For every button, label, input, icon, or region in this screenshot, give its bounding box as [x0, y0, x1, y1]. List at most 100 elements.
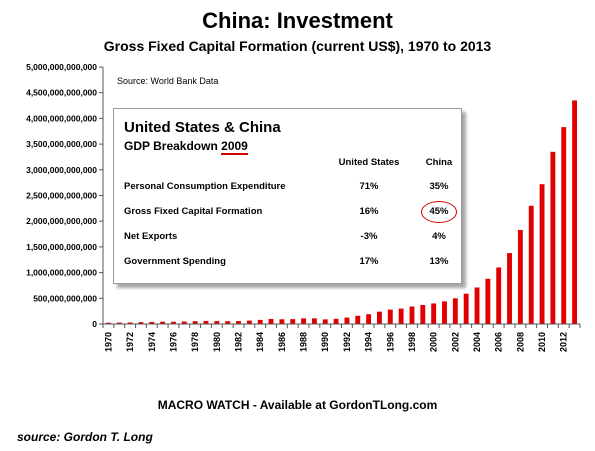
bar [561, 127, 567, 324]
x-tick-label: 1974 [147, 332, 157, 352]
source-note: Source: World Bank Data [117, 76, 219, 86]
bar [301, 318, 306, 324]
us-value: 17% [359, 256, 379, 267]
china-value: 35% [429, 181, 449, 192]
x-tick-label: 1978 [190, 332, 200, 352]
y-tick-label: 4,500,000,000,000 [26, 88, 97, 98]
x-tick-label: 2004 [472, 332, 482, 352]
bar [246, 320, 252, 324]
x-tick-label: 2010 [537, 332, 547, 352]
bar [138, 322, 144, 324]
bar [225, 321, 231, 324]
x-tick-label: 1988 [299, 332, 309, 352]
column-header-china: China [425, 157, 453, 168]
bar [181, 321, 187, 324]
bar [160, 321, 166, 324]
bar [528, 205, 534, 324]
table-title: United States & China [124, 119, 281, 136]
table-subtitle: GDP Breakdown 2009 [124, 139, 248, 155]
bar-series [105, 100, 578, 324]
chart-subtitle: Gross Fixed Capital Formation (current U… [103, 38, 492, 54]
y-tick-label: 3,000,000,000,000 [26, 165, 97, 175]
bar [127, 322, 133, 324]
bar [496, 267, 502, 324]
table-subtitle-year: 2009 [221, 139, 248, 155]
x-axis: 1970 1972 1974 1976 1978 1980 1982 1984 1986 1988… [102, 323, 581, 352]
row-label: Government Spending [124, 256, 226, 267]
x-tick-label: 2006 [494, 332, 504, 352]
bar [398, 308, 404, 324]
bar [431, 303, 437, 324]
y-tick-label: 2,000,000,000,000 [26, 216, 97, 226]
bar [203, 320, 209, 324]
y-tick-label: 1,000,000,000,000 [26, 268, 97, 278]
x-tick-label: 1976 [168, 332, 178, 352]
bar [257, 319, 263, 324]
bar [279, 319, 285, 324]
bar [387, 309, 393, 324]
y-tick-label: 500,000,000,000 [33, 293, 97, 303]
x-tick-label: 2012 [559, 332, 569, 352]
x-tick-label: 1970 [103, 332, 113, 352]
bar [463, 293, 469, 324]
bar [333, 318, 339, 324]
gdp-breakdown-table: United States & China GDP Breakdown 2009… [113, 108, 462, 284]
us-value: 71% [359, 181, 379, 192]
china-value: 4% [432, 231, 446, 242]
bar [355, 315, 361, 324]
x-tick-label: 2008 [515, 332, 525, 352]
y-tick-label: 4,000,000,000,000 [26, 113, 97, 123]
bar [171, 321, 176, 324]
row-label: Gross Fixed Capital Formation [124, 206, 263, 217]
x-tick-label: 1992 [342, 332, 352, 352]
x-tick-label: 1982 [234, 332, 244, 352]
y-tick-label: 5,000,000,000,000 [26, 62, 97, 72]
y-tick-label: 0 [92, 319, 97, 329]
x-tick-label: 1998 [407, 332, 417, 352]
column-header-united-states: United States [338, 157, 400, 168]
bar [105, 322, 111, 324]
table-row: Government Spending 17% 13% [114, 256, 463, 272]
bar [322, 319, 328, 324]
table-subtitle-label: GDP Breakdown [124, 139, 222, 153]
x-tick-label: 1972 [125, 332, 135, 352]
table-row: Gross Fixed Capital Formation 16% 45% [114, 201, 463, 223]
bar [311, 318, 317, 324]
bar [452, 298, 458, 324]
bar [377, 311, 382, 324]
bar [442, 301, 447, 324]
bar [268, 318, 274, 324]
chart-title: China: Investment [202, 8, 393, 33]
x-tick-label: 1994 [364, 332, 374, 352]
bar [539, 184, 545, 324]
bar [420, 304, 426, 324]
bar [236, 321, 241, 324]
bar [517, 229, 523, 324]
x-tick-label: 1986 [277, 332, 287, 352]
bar [409, 306, 415, 324]
us-value: -3% [360, 231, 378, 242]
table-row: Personal Consumption Expenditure 71% 35% [114, 181, 463, 197]
row-label: Net Exports [124, 231, 178, 242]
y-axis: 0 500,000,000,000 1,000,000,000,000 1,500,0… [26, 62, 104, 329]
bar [344, 317, 350, 324]
us-value: 16% [359, 206, 379, 217]
highlight-circle [421, 201, 457, 223]
x-tick-label: 2002 [450, 332, 460, 352]
bar [192, 321, 198, 324]
bar [485, 278, 491, 324]
macro-watch-footer: MACRO WATCH - Available at GordonTLong.c… [157, 398, 438, 412]
bar [474, 287, 480, 324]
source-credit: source: Gordon T. Long [17, 430, 153, 444]
x-tick-label: 1984 [255, 332, 265, 352]
china-value: 13% [429, 256, 449, 267]
bar [116, 322, 122, 324]
bar [290, 319, 296, 324]
x-tick-label: 1990 [320, 332, 330, 352]
x-tick-label: 1996 [385, 332, 395, 352]
bar [507, 253, 512, 324]
x-tick-label: 2000 [429, 332, 439, 352]
x-tick-label: 1980 [212, 332, 222, 352]
bar [366, 314, 372, 324]
